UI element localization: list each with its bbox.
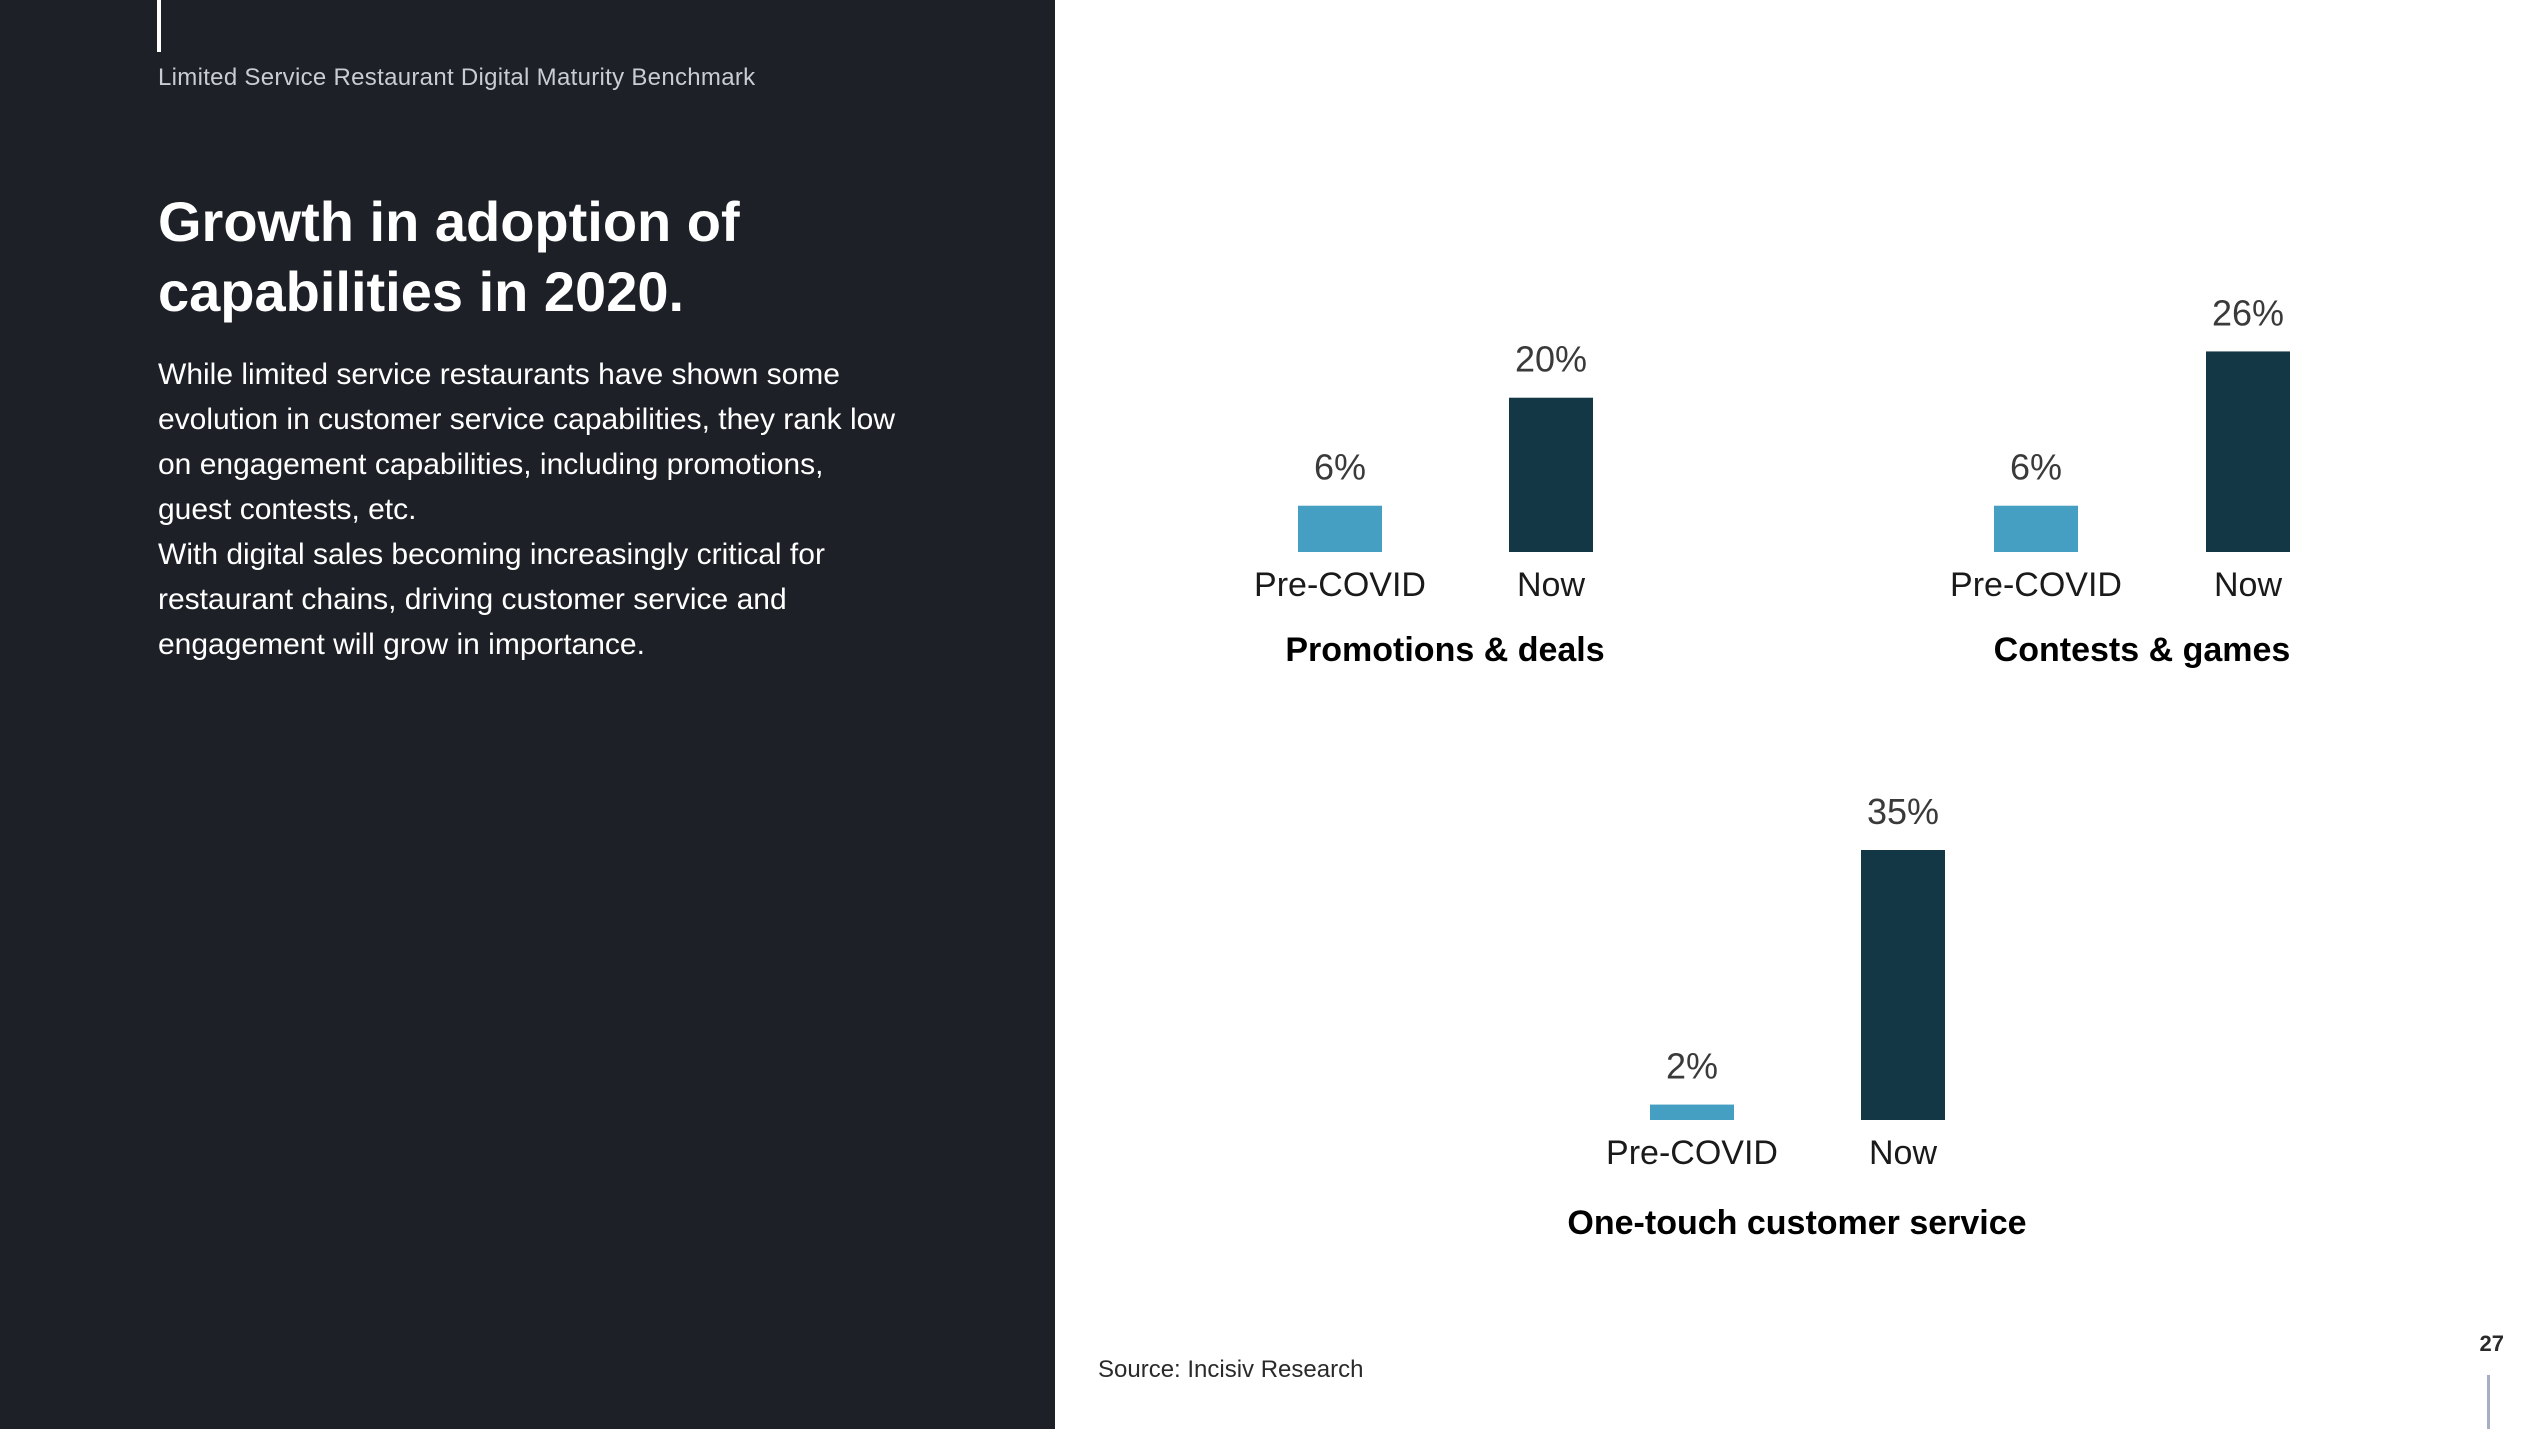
chart3-category-label-now: Now: [1869, 1134, 1937, 1172]
chart1-bar-pre-covid: [1298, 505, 1382, 552]
chart3-value-label-pre-covid: 2%: [1666, 1046, 1718, 1087]
body-paragraph-2: With digital sales becoming increasingly…: [158, 538, 825, 661]
charts-area: 6% Pre-COVID 20% Now Promotions & deals 6% Pre…: [1254, 292, 2291, 1242]
chart1-value-label-pre-covid: 6%: [1314, 447, 1366, 488]
chart2-title: Contests & games: [1994, 631, 2291, 669]
chart1-category-label-pre-covid: Pre-COVID: [1254, 566, 1426, 604]
chart1-value-label-now: 20%: [1515, 339, 1587, 380]
chart2-bar-pre-covid: [1994, 505, 2078, 552]
body-paragraph-1: While limited service restaurants have s…: [158, 358, 896, 526]
chart2-category-label-pre-covid: Pre-COVID: [1950, 566, 2122, 604]
source-note: Source: Incisiv Research: [1098, 1356, 1364, 1383]
chart3-category-label-pre-covid: Pre-COVID: [1606, 1134, 1778, 1172]
chart3-bar-pre-covid: [1650, 1104, 1734, 1120]
bottom-accent-rule: [2487, 1375, 2490, 1429]
chart3-bar-now: [1861, 850, 1945, 1120]
chart1-bar-now: [1509, 397, 1593, 552]
chart2-category-label-now: Now: [2214, 566, 2282, 604]
chart2-bar-now: [2206, 351, 2290, 552]
document-title: Limited Service Restaurant Digital Matur…: [158, 64, 756, 91]
body-text: While limited service restaurants have s…: [158, 352, 898, 667]
page-heading: Growth in adoption of capabilities in 20…: [158, 190, 740, 323]
chart3-title: One-touch customer service: [1567, 1204, 2026, 1242]
top-accent-rule: [157, 0, 161, 52]
chart1-category-label-now: Now: [1517, 566, 1585, 604]
page-number: 27: [2479, 1331, 2504, 1356]
chart3-value-label-now: 35%: [1867, 791, 1939, 832]
chart2-value-label-pre-covid: 6%: [2010, 447, 2062, 488]
chart2-value-label-now: 26%: [2212, 292, 2284, 333]
chart1-title: Promotions & deals: [1285, 631, 1604, 669]
left-panel: Limited Service Restaurant Digital Matur…: [0, 0, 1055, 1429]
